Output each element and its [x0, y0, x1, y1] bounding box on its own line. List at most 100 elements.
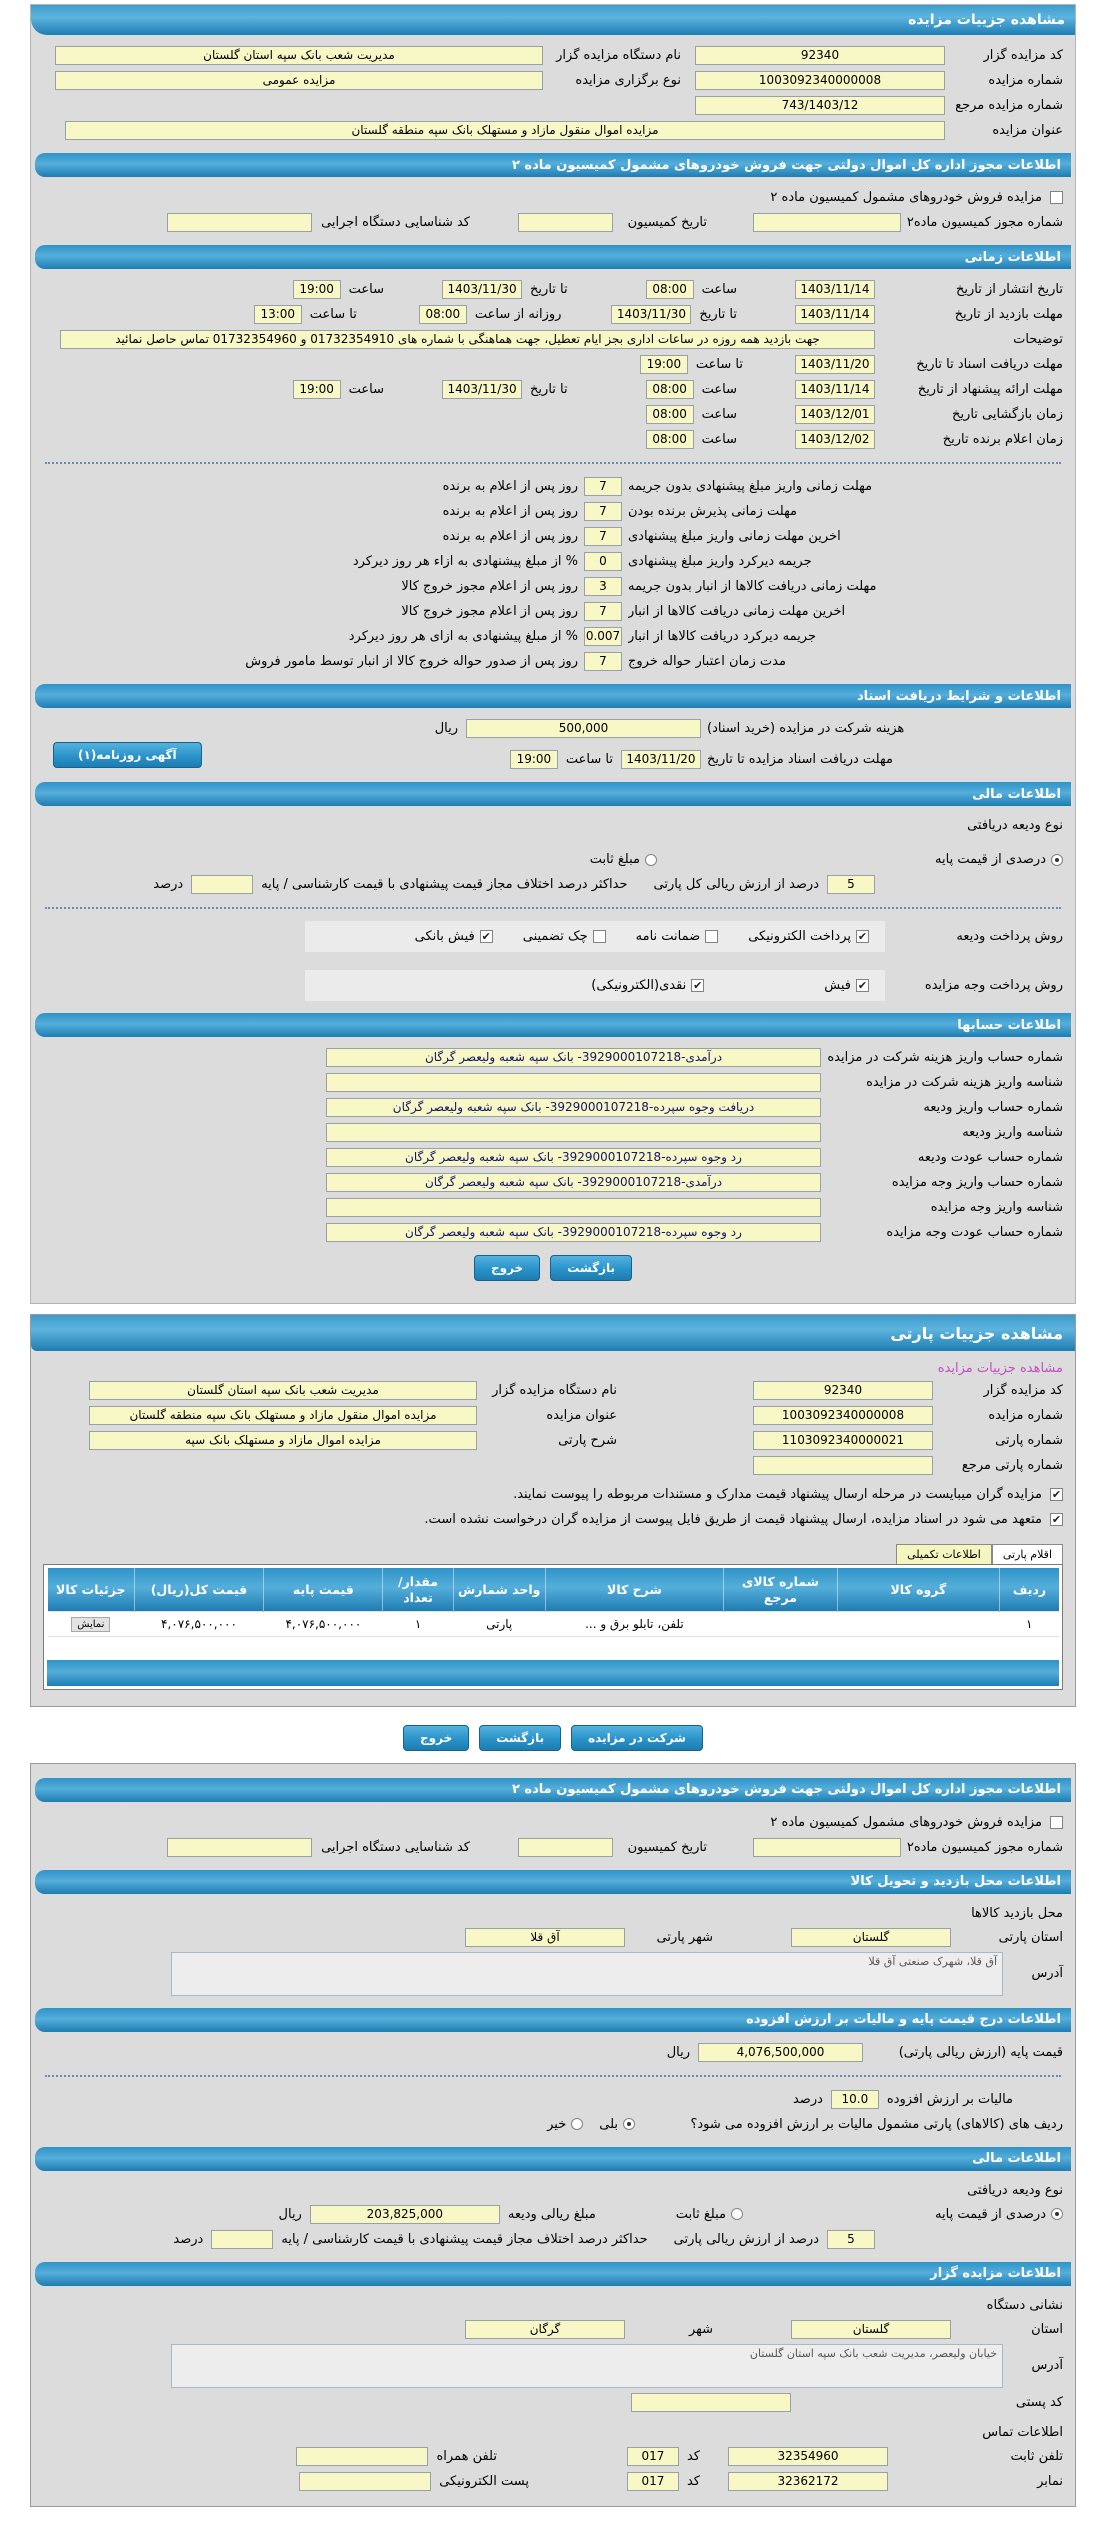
- deposit-percent-field[interactable]: 5: [827, 2229, 875, 2249]
- checkbox-checked-icon[interactable]: [856, 979, 869, 992]
- party-city-field[interactable]: آق قلا: [465, 1927, 625, 1947]
- radio-selected-icon[interactable]: [1051, 853, 1063, 866]
- penalty-value-field[interactable]: 7: [584, 652, 622, 671]
- docs-deadline2-time-field[interactable]: 19:00: [509, 750, 558, 769]
- notes-field[interactable]: جهت بازدید همه روزه در ساعات اداری بجز ا…: [60, 330, 875, 349]
- fax-field[interactable]: 32362172: [728, 2471, 888, 2491]
- back-button[interactable]: بازگشت: [550, 1255, 633, 1281]
- party-desc-field[interactable]: مزایده اموال مازاد و مستهلک بانک سپه: [89, 1431, 477, 1450]
- winner-time-field[interactable]: 08:00: [645, 430, 694, 449]
- publish-from-time-field[interactable]: 08:00: [645, 280, 694, 299]
- auctioneer-code-field[interactable]: 92340: [753, 1381, 933, 1400]
- base-price-field[interactable]: 4,076,500,000: [698, 2042, 863, 2062]
- max-diff-field[interactable]: [191, 875, 254, 894]
- deposit-fixed-option[interactable]: مبلغ ثابت: [676, 2207, 744, 2222]
- view-auction-details-link[interactable]: مشاهده جزییات مزایده: [937, 1361, 1063, 1376]
- auctioneer-code-field[interactable]: 92340: [695, 46, 945, 65]
- back-button[interactable]: بازگشت: [479, 1724, 562, 1751]
- pay-method-cash-electronic[interactable]: نقدی(الکترونیکی): [591, 978, 705, 993]
- auction-subject-field[interactable]: مزایده اموال منقول مازاد و مستهلک بانک س…: [89, 1406, 477, 1425]
- join-auction-button[interactable]: شرکت در مزایده: [571, 1724, 703, 1751]
- offer-to-time-field[interactable]: 19:00: [292, 380, 341, 399]
- winner-date-field[interactable]: 1403/12/02: [795, 430, 875, 449]
- account-field[interactable]: رد وجوه سپرده-3929000107218- بانک سپه شع…: [326, 1148, 821, 1167]
- auction-subject-field[interactable]: مزایده اموال منقول مازاد و مستهلک بانک س…: [65, 121, 945, 140]
- radio-unselected-icon[interactable]: [645, 853, 658, 866]
- account-field[interactable]: درآمدی-3929000107218- بانک سپه شعبه ولیع…: [326, 1173, 821, 1192]
- docs-deadline-time-field[interactable]: 19:00: [639, 355, 688, 374]
- docs-deadline-date-field[interactable]: 1403/11/20: [795, 355, 875, 374]
- exit-button[interactable]: خروج: [473, 1255, 541, 1281]
- auction-type-field[interactable]: مزایده عمومی: [55, 71, 543, 90]
- radio-selected-icon[interactable]: [623, 2118, 635, 2131]
- checkbox-checked-icon[interactable]: [479, 930, 493, 943]
- penalty-value-field[interactable]: 0: [584, 552, 622, 571]
- account-field[interactable]: دریافت وجوه سپرده-3929000107218- بانک سپ…: [326, 1098, 821, 1117]
- penalty-value-field[interactable]: 0.007: [584, 627, 622, 646]
- party-address-textarea[interactable]: آق قلا، شهرک صنعتی آق قلا: [171, 1951, 1003, 1996]
- tab-party-items[interactable]: اقلام پارتی: [991, 1544, 1063, 1564]
- account-field[interactable]: [326, 1198, 821, 1217]
- newspaper-ad-button[interactable]: آگهی روزنامه(۱): [53, 742, 202, 768]
- party-province-field[interactable]: گلستان: [791, 1927, 951, 1947]
- auction-number-field[interactable]: 1003092340000008: [753, 1406, 933, 1425]
- org-address-textarea[interactable]: خیابان ولیعصر، مدیریت شعب بانک سپه استان…: [171, 2343, 1003, 2388]
- docs-deadline2-date-field[interactable]: 1403/11/20: [621, 750, 701, 769]
- commitment-checkbox[interactable]: [1050, 1513, 1063, 1526]
- penalty-value-field[interactable]: 7: [584, 502, 622, 521]
- visit-to-date-field[interactable]: 1403/11/30: [611, 305, 692, 324]
- penalty-value-field[interactable]: 3: [584, 577, 622, 596]
- commission-date-field[interactable]: [518, 213, 613, 232]
- vehicle-commission-checkbox[interactable]: [1050, 191, 1063, 204]
- pay-method-slip[interactable]: فیش: [824, 978, 869, 993]
- radio-unselected-icon[interactable]: [731, 2208, 744, 2221]
- org-city-field[interactable]: گرگان: [465, 2319, 625, 2339]
- offer-to-date-field[interactable]: 1403/11/30: [442, 380, 523, 399]
- visit-from-time-field[interactable]: 08:00: [418, 305, 467, 324]
- opening-time-field[interactable]: 08:00: [645, 405, 694, 424]
- org-province-field[interactable]: گلستان: [791, 2319, 951, 2339]
- account-field[interactable]: [326, 1123, 821, 1142]
- radio-unselected-icon[interactable]: [571, 2118, 584, 2131]
- vehicle-commission-checkbox[interactable]: [1050, 1815, 1063, 1829]
- deposit-percent-option[interactable]: درصدی از قیمت پایه: [935, 852, 1063, 867]
- deposit-method-bank-slip[interactable]: فیش بانکی: [415, 929, 493, 944]
- party-ref-field[interactable]: [753, 1456, 933, 1475]
- exec-id-field[interactable]: [167, 213, 312, 232]
- vat-no-option[interactable]: خیر: [547, 2117, 584, 2132]
- fax-code-field[interactable]: 017: [626, 2471, 679, 2491]
- deposit-percent-field[interactable]: 5: [827, 875, 875, 894]
- auction-number-field[interactable]: 1003092340000008: [695, 71, 945, 90]
- tab-extra-info[interactable]: اطلاعات تکمیلی: [896, 1544, 992, 1564]
- publish-to-time-field[interactable]: 19:00: [292, 280, 341, 299]
- account-field[interactable]: درآمدی-3929000107218- بانک سپه شعبه ولیع…: [326, 1048, 821, 1067]
- penalty-value-field[interactable]: 7: [584, 527, 622, 546]
- deposit-fixed-option[interactable]: مبلغ ثابت: [590, 852, 658, 867]
- commission-no-field[interactable]: [753, 1837, 901, 1857]
- account-field[interactable]: [326, 1073, 821, 1092]
- publish-to-date-field[interactable]: 1403/11/30: [442, 280, 523, 299]
- penalty-value-field[interactable]: 7: [584, 477, 622, 496]
- checkbox-checked-icon[interactable]: [691, 979, 705, 992]
- auctioneer-name-field[interactable]: مدیریت شعب بانک سپه استان گلستان: [55, 46, 543, 65]
- exec-id-field[interactable]: [167, 1837, 312, 1857]
- deposit-method-cheque[interactable]: چک تضمینی: [523, 929, 606, 944]
- offer-from-date-field[interactable]: 1403/11/14: [795, 380, 875, 399]
- deposit-method-electronic[interactable]: پرداخت الکترونیکی: [748, 929, 869, 944]
- vat-yes-option[interactable]: بلی: [599, 2117, 635, 2132]
- attachment-required-checkbox[interactable]: [1050, 1488, 1063, 1501]
- visit-from-date-field[interactable]: 1403/11/14: [795, 305, 875, 324]
- show-item-details-button[interactable]: نمایش: [71, 1617, 111, 1633]
- penalty-value-field[interactable]: 7: [584, 602, 622, 621]
- phone-code-field[interactable]: 017: [626, 2446, 679, 2466]
- fee-field[interactable]: 500,000: [466, 719, 701, 738]
- commission-no-field[interactable]: [753, 213, 901, 232]
- party-number-field[interactable]: 1103092340000021: [753, 1431, 933, 1450]
- postal-code-field[interactable]: [631, 2392, 791, 2412]
- offer-from-time-field[interactable]: 08:00: [645, 380, 694, 399]
- publish-from-date-field[interactable]: 1403/11/14: [795, 280, 875, 299]
- auction-ref-field[interactable]: 743/1403/12: [695, 96, 945, 115]
- checkbox-unchecked-icon[interactable]: [705, 930, 719, 943]
- deposit-percent-option[interactable]: درصدی از قیمت پایه: [935, 2207, 1063, 2222]
- account-field[interactable]: رد وجوه سپرده-3929000107218- بانک سپه شع…: [326, 1223, 821, 1242]
